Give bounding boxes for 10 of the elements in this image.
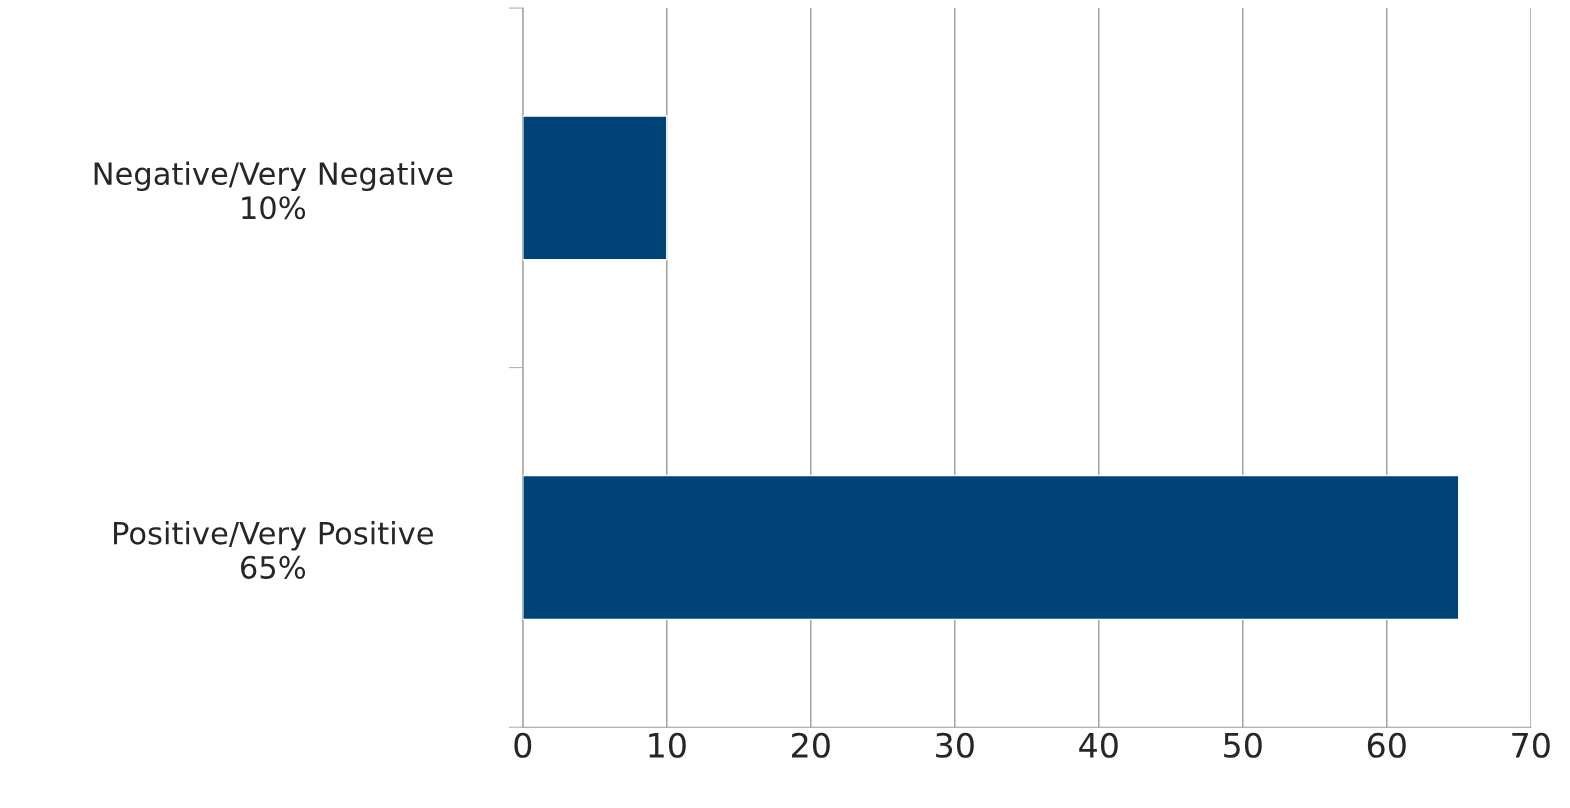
y-tick-label: Negative/Very Negative 10% — [94, 161, 453, 220]
x-tick-label: 40 — [1079, 732, 1118, 758]
x-tick-label: 50 — [1224, 732, 1262, 758]
x-tick-label: 20 — [792, 732, 830, 758]
x-tick-label: 30 — [936, 732, 974, 758]
x-tick-label: 70 — [1512, 732, 1550, 758]
x-tick-label: 0 — [514, 732, 532, 758]
x-tick-label: 60 — [1367, 732, 1406, 758]
x-tick-label: 10 — [649, 732, 686, 758]
y-tick-label: Positive/Very Positive 65% — [114, 521, 433, 579]
